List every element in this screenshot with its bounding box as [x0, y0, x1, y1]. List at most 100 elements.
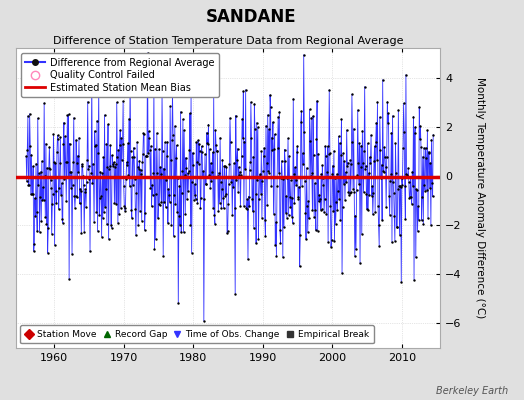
Point [350, 189, 358, 195]
Point [32, 160, 40, 167]
Point [298, 182, 306, 189]
Point [316, 207, 325, 213]
Point [222, 164, 231, 170]
Point [286, 194, 294, 200]
Point [213, 148, 221, 154]
Point [101, 204, 110, 210]
Point [272, 253, 281, 259]
Point [31, 195, 39, 201]
Point [428, 180, 436, 186]
Point [339, 204, 347, 210]
Point [252, 191, 260, 198]
Point [183, 196, 191, 203]
Point [88, 76, 96, 82]
Point [364, 140, 372, 146]
Point [76, 186, 84, 192]
Point [375, 222, 383, 228]
Point [427, 222, 435, 228]
Point [99, 154, 107, 160]
Point [401, 216, 410, 223]
Point [422, 155, 430, 162]
Point [184, 168, 193, 175]
Point [371, 209, 379, 215]
Point [225, 181, 233, 188]
Point [228, 212, 236, 218]
Point [45, 144, 53, 150]
Point [352, 186, 361, 193]
Point [66, 140, 74, 147]
Point [280, 146, 289, 153]
Point [132, 232, 140, 239]
Point [128, 154, 137, 160]
Point [130, 154, 138, 160]
Point [60, 119, 68, 126]
Point [287, 177, 295, 183]
Point [381, 154, 389, 160]
Point [166, 198, 174, 205]
Point [139, 130, 148, 136]
Point [409, 114, 418, 120]
Point [217, 205, 225, 212]
Point [312, 136, 321, 143]
Point [140, 227, 149, 233]
Point [343, 163, 352, 169]
Point [330, 148, 338, 154]
Point [200, 196, 209, 202]
Point [332, 220, 340, 227]
Point [85, 176, 94, 182]
Point [265, 126, 273, 133]
Point [331, 175, 339, 182]
Point [156, 202, 164, 208]
Point [82, 179, 91, 186]
Point [146, 185, 155, 192]
Point [36, 194, 45, 200]
Point [61, 133, 69, 140]
Point [51, 160, 59, 166]
Point [395, 232, 403, 238]
Point [137, 218, 146, 224]
Point [29, 163, 37, 170]
Point [242, 204, 250, 211]
Point [407, 194, 416, 200]
Point [119, 98, 127, 104]
Point [125, 183, 134, 190]
Point [408, 168, 417, 175]
Point [220, 163, 228, 170]
Point [62, 158, 71, 165]
Point [238, 116, 246, 122]
Point [70, 114, 78, 121]
Point [74, 169, 83, 175]
Point [221, 163, 229, 170]
Point [379, 168, 387, 174]
Point [244, 256, 252, 263]
Point [135, 158, 144, 164]
Point [239, 203, 248, 209]
Point [301, 178, 309, 184]
Point [286, 204, 294, 210]
Point [55, 185, 63, 191]
Point [152, 191, 160, 198]
Point [362, 163, 370, 169]
Point [24, 113, 32, 119]
Point [339, 150, 347, 156]
Point [289, 95, 298, 102]
Point [316, 196, 324, 202]
Point [177, 229, 185, 235]
Point [405, 178, 413, 185]
Point [320, 195, 329, 202]
Point [405, 195, 413, 202]
Point [40, 100, 48, 106]
Point [220, 205, 228, 212]
Point [185, 147, 193, 153]
Point [115, 211, 123, 218]
Point [205, 146, 214, 152]
Point [276, 240, 285, 246]
Point [378, 217, 386, 223]
Point [278, 174, 287, 180]
Point [23, 178, 31, 184]
Point [117, 205, 125, 211]
Point [57, 192, 65, 198]
Point [386, 212, 394, 218]
Point [174, 300, 182, 306]
Point [388, 112, 397, 119]
